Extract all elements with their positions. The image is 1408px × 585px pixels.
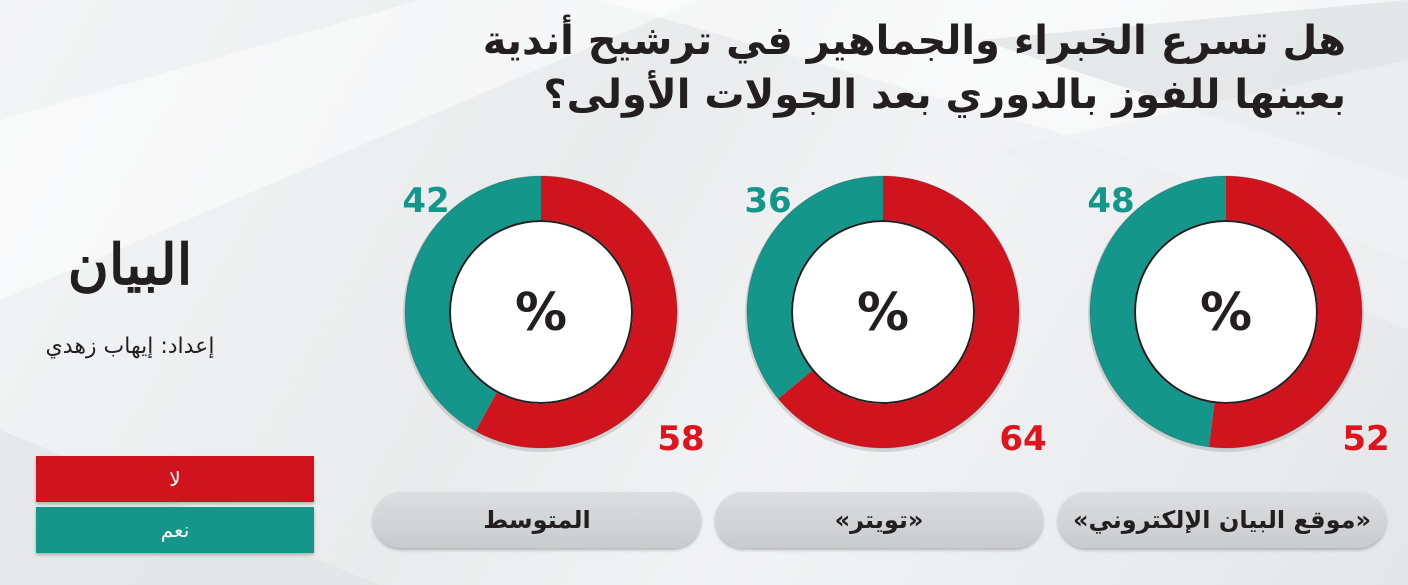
category-label-average: المتوسط [373, 492, 701, 548]
donut-chart-0: % 48 52 [1087, 175, 1390, 459]
title-line-1: هل تسرع الخبراء والجماهير في ترشيح أندية [482, 18, 1346, 64]
data-label-yes: 36 [744, 181, 791, 221]
data-label-no: 64 [999, 419, 1046, 459]
slice-no [475, 176, 677, 448]
percent-symbol: % [857, 283, 909, 343]
data-label-no: 52 [1342, 419, 1389, 459]
percent-symbol: % [1200, 283, 1252, 343]
donut-center [1134, 220, 1318, 404]
donut-chart-2: % 42 58 [402, 175, 705, 459]
data-label-yes: 42 [402, 181, 449, 221]
donut-chart-1: % 36 64 [744, 175, 1047, 459]
newspaper-logo: البيان [67, 232, 193, 298]
slice-yes [405, 176, 542, 432]
data-label-yes: 48 [1087, 181, 1134, 221]
slice-no [778, 176, 1019, 448]
percent-symbol: % [515, 283, 567, 343]
legend-item-no: لا [36, 456, 314, 502]
slice-yes [747, 176, 884, 399]
slice-no [1208, 176, 1362, 448]
category-label-twitter: «تويتر» [715, 492, 1043, 548]
legend-item-yes: نعم [36, 507, 314, 553]
author-credit: إعداد: إيهاب زهدي [45, 334, 215, 359]
data-label-no: 58 [657, 419, 704, 459]
slice-yes [1090, 176, 1227, 447]
category-label-website: «موقع البيان الإلكتروني» [1058, 492, 1386, 548]
donut-center [449, 220, 633, 404]
title-line-2: بعينها للفوز بالدوري بعد الجولات الأولى؟ [543, 72, 1346, 118]
donut-center [791, 220, 975, 404]
chart-title: هل تسرع الخبراء والجماهير في ترشيح أندية… [346, 14, 1346, 122]
